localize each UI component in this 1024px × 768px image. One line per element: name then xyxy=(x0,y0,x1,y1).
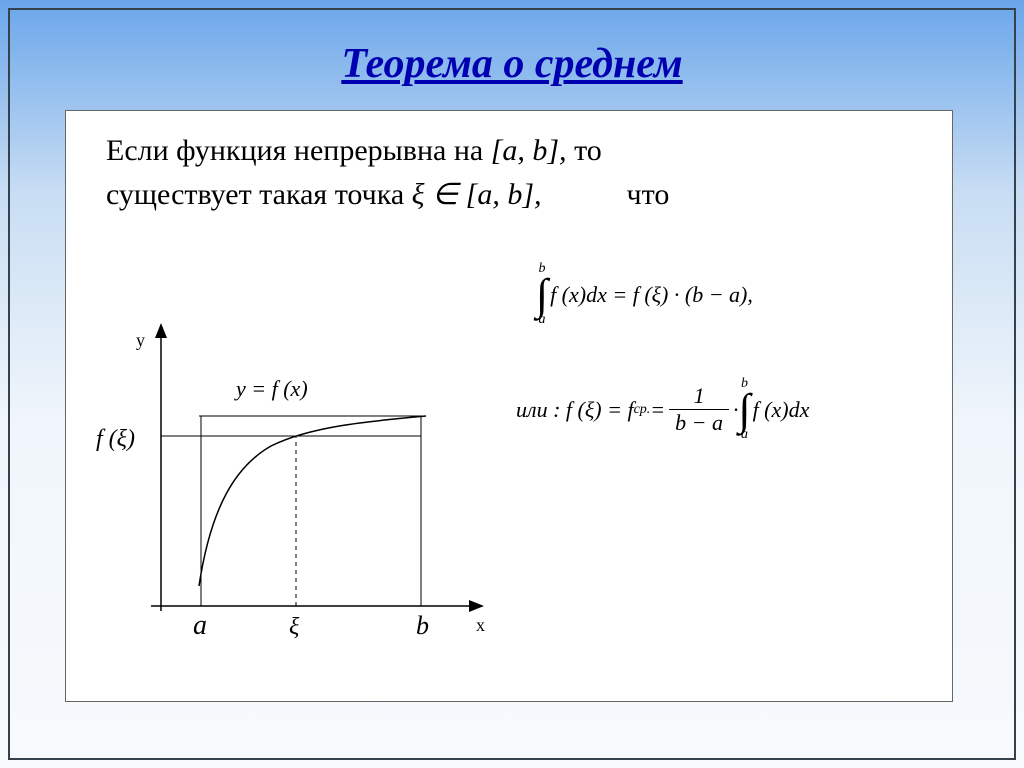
function-curve xyxy=(199,416,426,586)
formula-mean-value: или : f (ξ) = fср. = 1 b − a · b ∫ a f (… xyxy=(516,376,809,443)
formula-integral-mean: b ∫ a f (x)dx = f (ξ) · (b − a), xyxy=(536,261,753,328)
frac-num: 1 xyxy=(688,383,711,409)
slide-title: Теорема о среднем xyxy=(0,40,1024,88)
int1-lower: a xyxy=(539,312,546,328)
int2-lower: a xyxy=(741,427,748,443)
fxi-label: f (ξ) xyxy=(96,426,135,452)
xi-label: ξ xyxy=(289,614,300,640)
formula2-prefix: или : f (ξ) = f xyxy=(516,397,634,423)
x-label: x xyxy=(476,615,485,635)
curve-label: y = f (x) xyxy=(234,376,308,401)
formula2-equals: = xyxy=(650,397,665,423)
subscript-sr: ср. xyxy=(634,402,651,418)
theorem-part4: что xyxy=(627,178,670,211)
integral-symbol-1: b ∫ a xyxy=(536,261,548,328)
y-label: y xyxy=(136,330,145,350)
formula1-body: f (x)dx = f (ξ) · (b − a), xyxy=(550,282,753,308)
content-box: Если функция непрерывна на [a, b], то су… xyxy=(65,110,953,702)
theorem-part2: то xyxy=(567,134,602,167)
graph-area: y x y = f (x) f (ξ) a ξ b xyxy=(81,286,501,666)
theorem-part3: существует такая точка xyxy=(106,178,412,211)
fraction: 1 b − a xyxy=(669,383,729,436)
slide: Теорема о среднем Если функция непрерывн… xyxy=(0,0,1024,768)
xi-in-ab: ξ ∈ [a, b], xyxy=(412,178,542,211)
interval-ab-1: [a, b], xyxy=(491,134,567,167)
theorem-part1: Если функция непрерывна на xyxy=(106,134,491,167)
graph-svg: y x y = f (x) f (ξ) a ξ b xyxy=(81,286,501,666)
theorem-statement: Если функция непрерывна на [a, b], то су… xyxy=(106,129,932,216)
formula2-integrand: f (x)dx xyxy=(753,397,810,423)
frac-den: b − a xyxy=(669,409,729,436)
b-label: b xyxy=(416,611,429,640)
a-label: a xyxy=(193,610,207,641)
integral-symbol-2: b ∫ a xyxy=(739,376,751,443)
